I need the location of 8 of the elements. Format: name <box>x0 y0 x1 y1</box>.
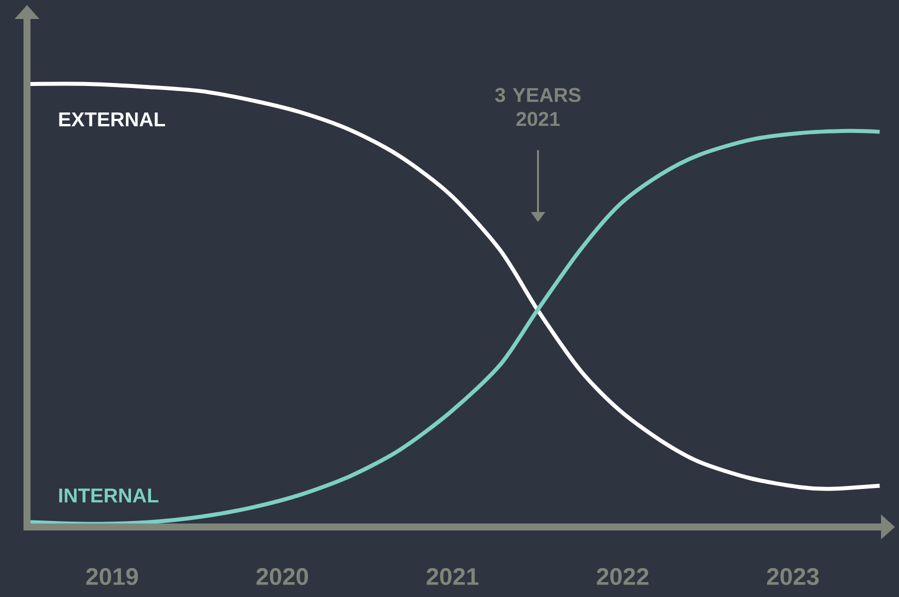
series-label: INTERNAL <box>59 488 158 502</box>
annotation: 3 YEARS 2021 <box>495 88 581 126</box>
series-label: EXTERNAL <box>59 112 166 126</box>
x-tick-label: 2019 <box>86 568 138 586</box>
x-tick-label: 2021 <box>426 568 478 586</box>
x-tick-label: 2022 <box>596 568 648 586</box>
x-tick-label: 2020 <box>256 568 308 586</box>
x-tick-label: 2023 <box>767 568 819 586</box>
